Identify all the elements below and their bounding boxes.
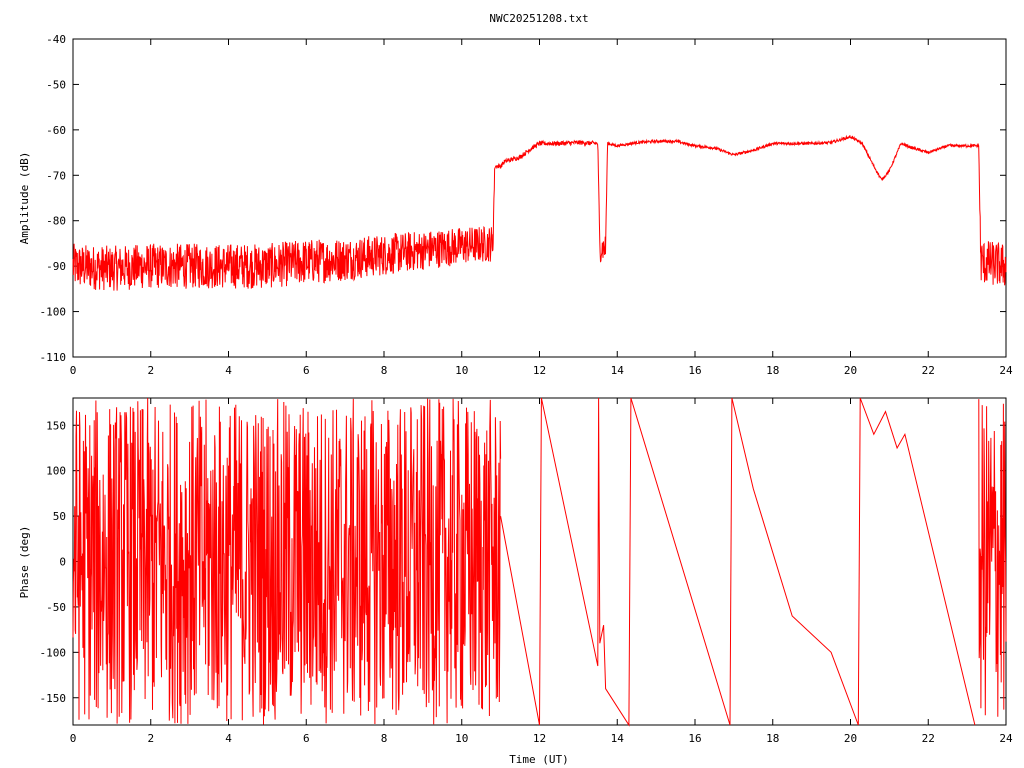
x-tick-label: 20: [844, 364, 857, 377]
y-tick-label: 100: [46, 465, 66, 478]
x-tick-label: 12: [533, 364, 546, 377]
x-tick-label: 14: [611, 732, 625, 745]
x-tick-label: 6: [303, 364, 310, 377]
x-tick-label: 14: [611, 364, 625, 377]
x-tick-label: 10: [455, 364, 468, 377]
phase-x-axis-label: Time (UT): [509, 753, 569, 766]
y-tick-label: -80: [46, 215, 66, 228]
x-tick-label: 24: [999, 732, 1013, 745]
y-tick-label: -50: [46, 78, 66, 91]
y-tick-label: 150: [46, 419, 66, 432]
y-tick-label: -100: [40, 646, 67, 659]
y-tick-label: 50: [53, 510, 66, 523]
x-tick-label: 16: [688, 364, 701, 377]
x-tick-label: 8: [381, 732, 388, 745]
x-tick-label: 12: [533, 732, 546, 745]
x-tick-label: 0: [70, 364, 77, 377]
phase-y-axis: 150 100 50 0 -50 -100 -150: [40, 419, 1006, 705]
x-tick-label: 8: [381, 364, 388, 377]
y-tick-label: -110: [40, 351, 67, 364]
amplitude-series-line: [72, 134, 1007, 291]
y-tick-label: -70: [46, 169, 66, 182]
phase-x-axis: 0 2 4 6 8 10 12 14 16 18 20 22 24: [70, 398, 1013, 745]
chart-title: NWC20251208.txt: [489, 12, 588, 25]
x-tick-label: 22: [922, 732, 935, 745]
y-tick-label: -40: [46, 33, 66, 46]
y-tick-label: 0: [59, 556, 66, 569]
x-tick-label: 2: [147, 732, 154, 745]
x-tick-label: 4: [225, 732, 232, 745]
x-tick-label: 6: [303, 732, 310, 745]
amplitude-x-axis: 0 2 4 6 8 10 12 14 16 18 20 22 24: [70, 39, 1013, 377]
y-tick-label: -150: [40, 692, 67, 705]
x-tick-label: 18: [766, 364, 779, 377]
x-tick-label: 10: [455, 732, 468, 745]
x-tick-label: 16: [688, 732, 701, 745]
x-tick-label: 4: [225, 364, 232, 377]
x-tick-label: 0: [70, 732, 77, 745]
y-tick-label: -50: [46, 601, 66, 614]
phase-series-line: [72, 397, 1007, 727]
x-tick-label: 20: [844, 732, 857, 745]
x-tick-label: 24: [999, 364, 1013, 377]
x-tick-label: 18: [766, 732, 779, 745]
y-tick-label: -90: [46, 260, 66, 273]
amplitude-y-axis: -40 -50 -60 -70 -80 -90 -100 -110: [40, 33, 1006, 364]
x-tick-label: 2: [147, 364, 154, 377]
y-tick-label: -60: [46, 124, 66, 137]
x-tick-label: 22: [922, 364, 935, 377]
amplitude-panel: -40-50-60-70-80-90-100-110 0 2 4 6 8 10 12 14 16…: [18, 33, 1013, 377]
phase-y-axis-label: Phase (deg): [18, 526, 31, 599]
amplitude-y-axis-label: Amplitude (dB): [18, 152, 31, 245]
amplitude-plot-frame: [72, 38, 1007, 358]
y-tick-label: -100: [40, 306, 67, 319]
